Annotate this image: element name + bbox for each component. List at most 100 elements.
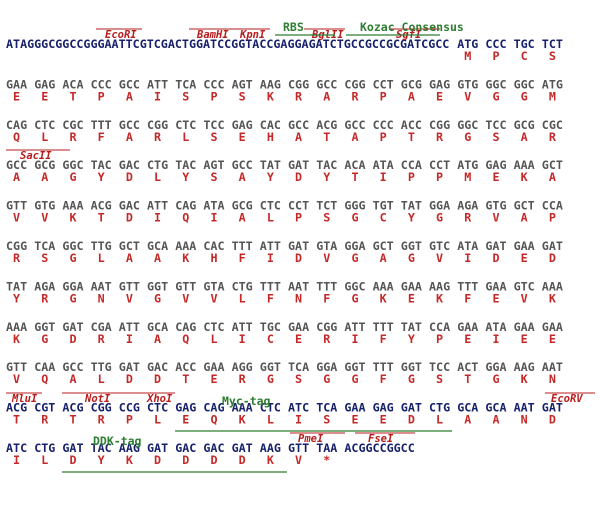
codon: GCA [457, 401, 478, 415]
codon: ACC [175, 360, 196, 374]
codon: CGG [91, 401, 112, 415]
codon: GAT [485, 239, 506, 253]
codon: AAT [542, 360, 563, 374]
amino-acid: D [295, 251, 302, 265]
amino-acid: R [98, 413, 106, 427]
amino-acid: S [549, 49, 556, 63]
amino-acid: H [267, 130, 274, 144]
feature-tag: RBS [283, 20, 304, 34]
amino-acid: R [13, 251, 21, 265]
amino-acid: S [436, 372, 443, 386]
amino-acid: L [267, 211, 274, 225]
amino-acid: I [210, 211, 217, 225]
codon: GAT [232, 441, 253, 455]
codon: GGC [514, 77, 535, 91]
codon: TAC [175, 158, 196, 172]
codon: GCC [288, 118, 309, 132]
amino-acid: R [323, 332, 331, 346]
codon: AAA [232, 401, 253, 415]
amino-acid: T [13, 413, 20, 427]
codon: GAG [232, 118, 253, 132]
codon: GAG [34, 77, 55, 91]
codon: CCA [542, 199, 563, 213]
amino-acid: L [436, 413, 443, 427]
codon: GAA [203, 360, 224, 374]
amino-acid: A [154, 332, 161, 346]
codon: CAC [260, 118, 281, 132]
amino-acid: E [182, 413, 189, 427]
codon: GCG [232, 199, 253, 213]
amino-acid: R [436, 130, 444, 144]
amino-acid: A [126, 251, 133, 265]
codon: GAT [401, 401, 422, 415]
amino-acid: D [126, 211, 133, 225]
amino-acid: Y [98, 170, 105, 184]
amino-acid: I [154, 89, 161, 103]
amino-acid: F [239, 251, 246, 265]
codon: TTG [91, 239, 112, 253]
codon: CCC [91, 77, 112, 91]
codon: GTT [288, 441, 309, 455]
amino-acid: D [210, 453, 217, 467]
amino-acid: T [69, 413, 76, 427]
amino-acid: L [41, 130, 48, 144]
amino-acid: D [295, 170, 302, 184]
codon: TTT [91, 118, 112, 132]
codon: TCA [288, 360, 309, 374]
codon: GCC [344, 118, 365, 132]
amino-acid: D [549, 413, 556, 427]
amino-acid: L [267, 413, 274, 427]
amino-acid: F [380, 332, 387, 346]
codon: ATG [457, 37, 478, 51]
codon: ATG [542, 77, 563, 91]
codon: GGC [485, 77, 506, 91]
amino-acid: D [182, 453, 189, 467]
amino-acid: G [69, 251, 76, 265]
codon: GGT [260, 360, 281, 374]
amino-acid: R [154, 130, 162, 144]
codon: GAA [514, 239, 535, 253]
amino-acid: A [13, 170, 20, 184]
codon: GGT [401, 239, 422, 253]
amino-acid: K [267, 453, 274, 467]
amino-acid: A [323, 89, 330, 103]
codon: GGA [62, 279, 83, 293]
amino-acid: R [464, 211, 472, 225]
amino-acid: P [408, 170, 415, 184]
codon: AAT [514, 401, 535, 415]
amino-acid: L [154, 170, 161, 184]
amino-acid: S [295, 372, 302, 386]
codon: CCC [373, 118, 394, 132]
amino-acid: P [549, 211, 556, 225]
codon: AAG [260, 441, 281, 455]
codon: TCT [316, 199, 337, 213]
amino-acid: S [323, 413, 330, 427]
codon: TAA [316, 441, 337, 455]
codon: GCT [119, 239, 140, 253]
amino-acid: I [154, 211, 161, 225]
codon: GAA [485, 279, 506, 293]
codon: GCC [62, 360, 83, 374]
amino-acid: V [521, 291, 528, 305]
amino-acid: V [13, 211, 20, 225]
amino-acid: E [521, 332, 528, 346]
codon: GGC [344, 279, 365, 293]
codon: GAG [373, 401, 394, 415]
codon: CAG [203, 401, 224, 415]
amino-acid: I [126, 332, 133, 346]
amino-acid: I [380, 170, 387, 184]
codon: ATT [147, 199, 168, 213]
amino-acid: R [239, 372, 247, 386]
codon: AAG [514, 360, 535, 374]
restriction-site: XhoI [146, 393, 173, 405]
codon: CTG [232, 279, 253, 293]
codon: AGT [203, 158, 224, 172]
codon: ACA [62, 77, 83, 91]
amino-acid: Y [13, 291, 20, 305]
amino-acid: S [210, 130, 217, 144]
codon: GTA [316, 239, 337, 253]
codon: CGC [62, 118, 83, 132]
codon: GCC [232, 158, 253, 172]
amino-acid: K [521, 170, 528, 184]
codon: CGT [34, 401, 55, 415]
